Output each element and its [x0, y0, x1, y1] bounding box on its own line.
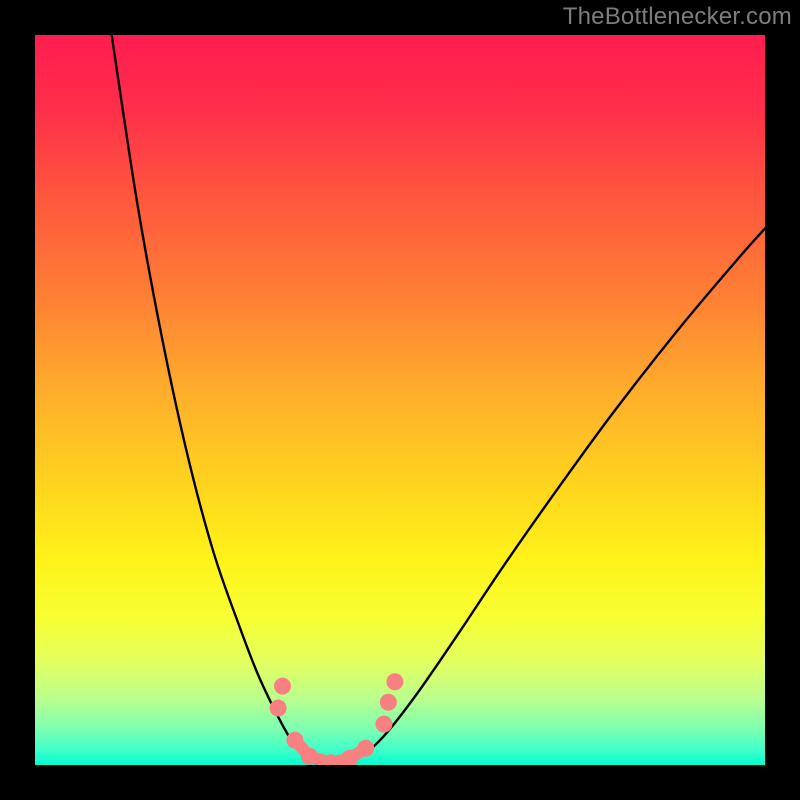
marker-outlier-0 — [270, 700, 287, 717]
marker-outlier-3 — [380, 694, 397, 711]
marker-outlier-4 — [386, 673, 403, 690]
marker-valley-3 — [341, 750, 358, 767]
bottleneck-chart-svg — [0, 0, 800, 800]
marker-valley-4 — [357, 740, 374, 757]
chart-gradient-background — [35, 35, 765, 765]
marker-outlier-2 — [375, 716, 392, 733]
marker-outlier-1 — [274, 678, 291, 695]
marker-valley-1 — [301, 748, 318, 765]
marker-valley-0 — [286, 732, 303, 749]
